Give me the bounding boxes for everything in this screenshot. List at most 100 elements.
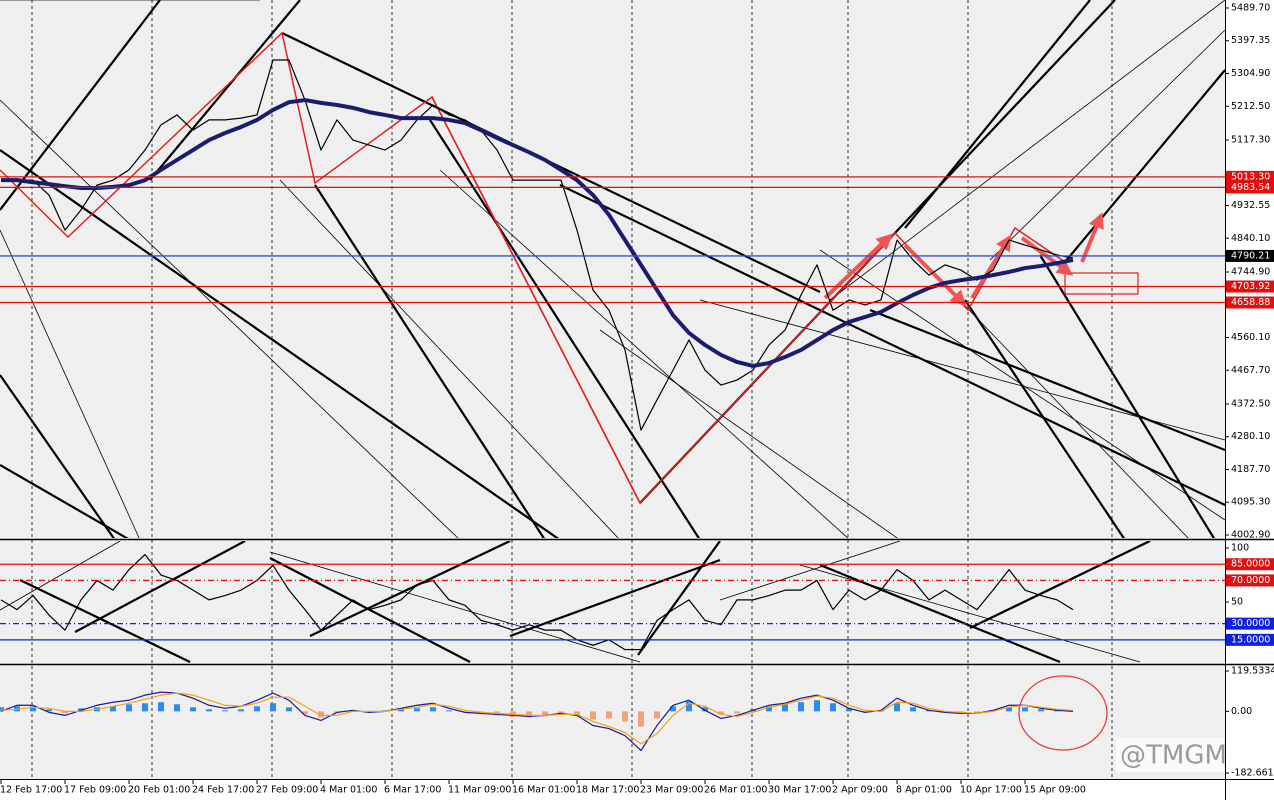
zigzag (431, 96, 641, 504)
level-label-background (1226, 170, 1274, 183)
trendline (829, 0, 1225, 301)
histogram-bar (606, 711, 612, 719)
x-tick-label: 23 Mar 09:00 (640, 785, 703, 796)
trendline (1064, 69, 1225, 263)
histogram-bar (814, 700, 820, 712)
panel (1, 59, 1074, 431)
histogram-bar (270, 703, 276, 712)
x-tick-label: 15 Apr 09:00 (1024, 785, 1086, 796)
histogram-bar (670, 706, 676, 712)
histogram-bar (222, 710, 228, 712)
histogram-bar (174, 704, 180, 712)
y-tick-label: 5304.90 (1231, 68, 1270, 79)
highlight-circle (1018, 675, 1108, 751)
histogram-bar (110, 706, 116, 712)
y-tick-label: 4280.10 (1231, 431, 1270, 442)
histogram-bar (1038, 709, 1044, 712)
histogram-bar (30, 706, 36, 712)
panel (0, 691, 1074, 752)
x-tick-label: 24 Feb 17:00 (192, 785, 254, 796)
level-label-background (1226, 633, 1274, 646)
y-tick-label: 4744.90 (1231, 266, 1270, 277)
histogram-bar (46, 709, 52, 712)
x-tick-label: 27 Feb 09:00 (256, 785, 318, 796)
trendline (269, 551, 641, 663)
y-tick-label: -182.6615 (1231, 768, 1274, 779)
y-tick-label: 119.5334 (1231, 666, 1274, 677)
y-tick-label: 4095.30 (1231, 497, 1270, 508)
level-label: 70.0000 (1231, 575, 1270, 586)
oscillator-drawings (0, 541, 1151, 663)
histogram-bar (574, 711, 580, 716)
histogram-bar (286, 707, 292, 712)
histogram-bar (206, 709, 212, 712)
trendline (869, 308, 1225, 452)
series-line (0, 692, 1074, 745)
y-tick-label: 4840.10 (1231, 233, 1270, 244)
watermark: @TMGM (1120, 741, 1227, 771)
histogram-bar (686, 701, 692, 712)
histogram-bar (974, 711, 980, 714)
y-tick-label: 4467.70 (1231, 365, 1270, 376)
histogram-bar (62, 711, 68, 714)
level-label: 4658.88 (1231, 297, 1270, 308)
trendline (0, 0, 161, 211)
histogram-bar (590, 711, 596, 720)
y-tick-label: 5489.70 (1231, 3, 1270, 14)
y-tick-label: 100 (1231, 543, 1249, 554)
x-tick-label: 10 Apr 17:00 (960, 785, 1022, 796)
trendline (0, 464, 129, 538)
histogram-bar (798, 702, 804, 712)
y-tick-label: 4187.70 (1231, 464, 1270, 475)
histogram-bar (846, 708, 852, 712)
trendline (719, 541, 901, 601)
y-tick-label: 5117.30 (1231, 134, 1270, 145)
arrow (1080, 212, 1104, 263)
trendline (949, 289, 1189, 538)
trendline (429, 119, 701, 538)
histogram-bar (638, 711, 644, 727)
level-label-background (1226, 249, 1274, 262)
level-label: 30.0000 (1231, 618, 1270, 629)
arrow (1020, 236, 1074, 276)
histogram-bar (830, 703, 836, 712)
histogram-bar (318, 711, 324, 718)
trendline (989, 29, 1225, 261)
x-tick-label: 26 Mar 01:00 (704, 785, 767, 796)
y-tick-label: 4560.10 (1231, 332, 1270, 343)
x-tick-label: 30 Mar 17:00 (768, 785, 831, 796)
arrow (823, 233, 893, 300)
price-drawings (0, 0, 1225, 538)
axis-background (1225, 0, 1274, 800)
y-tick-label: 5397.35 (1231, 35, 1270, 46)
time-axis-background (0, 779, 1225, 800)
histogram-bar (718, 711, 724, 715)
histogram-bar (894, 703, 900, 712)
trendline (509, 558, 721, 638)
histogram-bar (910, 707, 916, 712)
panel (0, 553, 1074, 651)
x-tick-label: 12 Feb 17:00 (0, 785, 62, 796)
histogram-bar (158, 702, 164, 712)
histogram-bar (526, 711, 532, 718)
trendline (0, 149, 560, 538)
level-label-background (1226, 617, 1274, 630)
series-line (0, 553, 1074, 651)
y-tick-label: 5212.50 (1231, 101, 1270, 112)
x-tick-label: 2 Apr 09:00 (832, 785, 888, 796)
histogram-bar (126, 704, 132, 712)
histogram-bar (414, 708, 420, 712)
histogram-bar (238, 709, 244, 712)
trendline (279, 179, 619, 538)
x-tick-label: 8 Apr 01:00 (896, 785, 952, 796)
trendline (799, 564, 1141, 663)
histogram-bar (782, 704, 788, 712)
histogram-bar (542, 711, 548, 717)
histogram-bar (254, 706, 260, 712)
trendline (0, 99, 459, 538)
level-label-background (1226, 181, 1274, 194)
trendline (309, 541, 511, 637)
histogram-bar (398, 709, 404, 712)
